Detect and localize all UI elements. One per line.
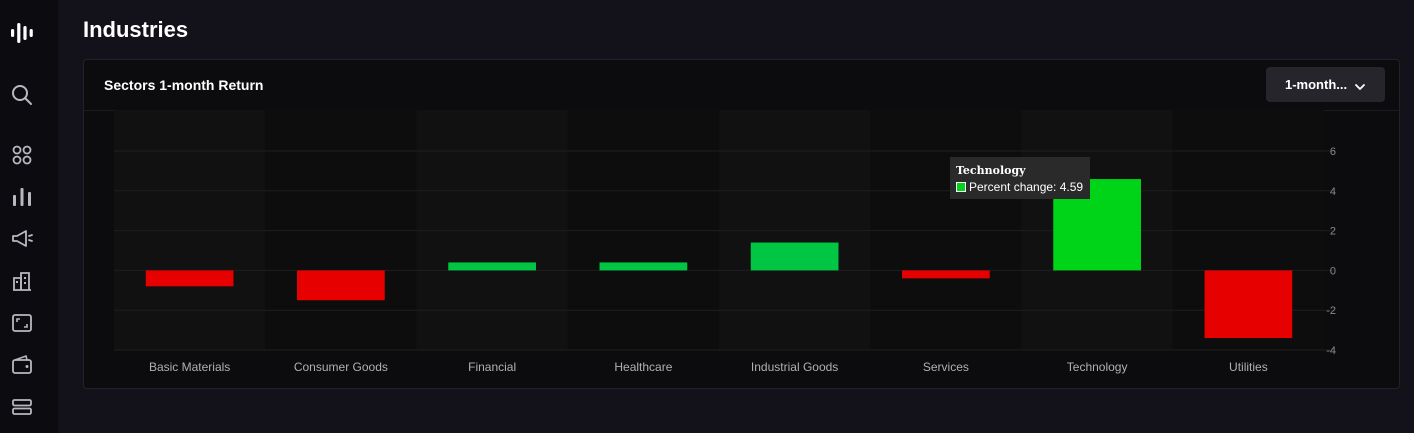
tooltip-title: Technology — [956, 164, 1026, 177]
sidebar — [0, 0, 58, 433]
category-band — [567, 110, 719, 350]
period-dropdown-label: 1-month... — [1285, 77, 1348, 92]
chart-card: Sectors 1-month Return 1-month... 6 4 2 0 -2… — [83, 59, 1400, 389]
bar[interactable] — [145, 270, 234, 287]
sector-return-chart: 6 4 2 0 -2 -4 Basic Materials Consumer Goods Fi… — [114, 110, 1336, 374]
category-label: Basic Materials — [149, 360, 230, 374]
category-band — [870, 110, 1022, 350]
bar-chart-icon[interactable] — [9, 184, 35, 210]
tooltip-swatch — [956, 182, 966, 192]
category-label: Consumer Goods — [294, 360, 388, 374]
bar[interactable] — [448, 262, 536, 271]
search-icon[interactable] — [9, 82, 35, 108]
bar[interactable] — [297, 270, 385, 301]
category-label: Financial — [468, 360, 516, 374]
tooltip-row: Percent change: 4.59 — [956, 180, 1083, 194]
category-band — [416, 110, 568, 350]
screen-frame-icon[interactable] — [9, 310, 35, 336]
tooltip-value: Percent change: 4.59 — [969, 180, 1084, 194]
bar[interactable] — [902, 270, 990, 279]
y-tick-label: 0 — [1330, 265, 1336, 277]
stack-icon[interactable] — [9, 394, 35, 420]
card-title: Sectors 1-month Return — [104, 77, 264, 93]
category-label: Utilities — [1229, 360, 1268, 374]
period-dropdown[interactable]: 1-month... — [1266, 67, 1385, 102]
category-label: Industrial Goods — [751, 360, 838, 374]
chart-tooltip: Technology Percent change: 4.59 — [950, 157, 1090, 199]
category-label: Healthcare — [614, 360, 672, 374]
wallet-icon[interactable] — [9, 352, 35, 378]
bar[interactable] — [750, 242, 839, 271]
category-band — [265, 110, 417, 350]
buildings-icon[interactable] — [9, 268, 35, 294]
megaphone-icon[interactable] — [9, 225, 35, 251]
bar[interactable] — [599, 262, 688, 271]
page-title: Industries — [83, 17, 189, 42]
category-band — [719, 110, 871, 350]
y-tick-label: -4 — [1326, 345, 1336, 357]
category-label: Technology — [1067, 360, 1128, 374]
y-tick-label: 4 — [1330, 186, 1336, 198]
y-tick-label: -2 — [1326, 305, 1336, 317]
y-tick-label: 6 — [1330, 146, 1336, 158]
bar[interactable] — [1204, 270, 1293, 339]
category-label: Services — [923, 360, 969, 374]
logo-icon[interactable] — [9, 20, 35, 46]
y-tick-label: 2 — [1330, 226, 1336, 238]
chevron-down-icon — [1354, 79, 1366, 97]
category-band — [114, 110, 266, 350]
apps-grid-icon[interactable] — [9, 142, 35, 168]
